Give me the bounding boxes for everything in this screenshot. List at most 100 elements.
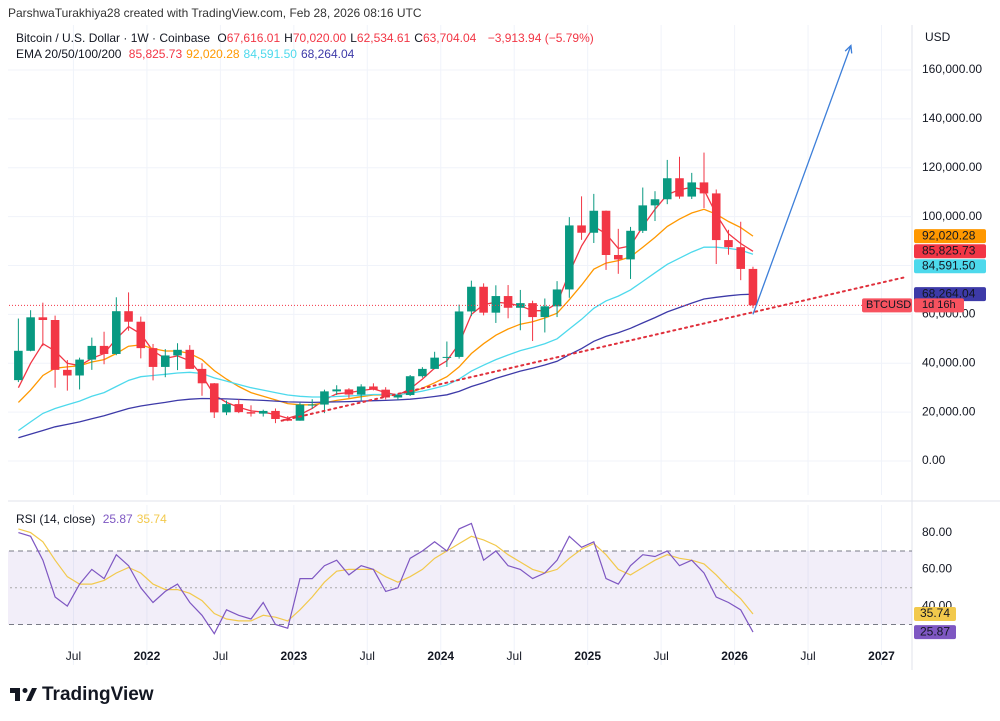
y-tick-label: 40,000.00 bbox=[922, 355, 976, 369]
candle-body bbox=[687, 182, 697, 197]
ema-line bbox=[18, 246, 754, 432]
candle-body bbox=[160, 355, 170, 367]
candle-body bbox=[271, 410, 280, 419]
ohlc-label: L bbox=[350, 31, 357, 45]
x-tick-label: 2022 bbox=[134, 649, 161, 663]
candle-body bbox=[516, 303, 525, 308]
symbol-label: BTCUSD bbox=[866, 299, 911, 311]
candle-body bbox=[711, 193, 721, 241]
candle-body bbox=[234, 404, 244, 413]
candle-body bbox=[148, 348, 158, 367]
price-label-box bbox=[914, 229, 986, 244]
candle-body bbox=[748, 268, 758, 306]
axis-label: USD bbox=[925, 30, 951, 44]
candle-body bbox=[63, 369, 72, 376]
candle-body bbox=[75, 359, 84, 376]
candle-body bbox=[540, 306, 550, 318]
rsi-legend: RSI (14, close) 25.87 35.74 bbox=[16, 512, 175, 526]
ohlc-value: 67,616.01 bbox=[226, 31, 281, 45]
candle-body bbox=[112, 311, 121, 354]
candle-body bbox=[332, 389, 341, 392]
countdown-box bbox=[914, 298, 964, 313]
x-tick-label: Jul bbox=[66, 649, 81, 663]
rsi-label-box bbox=[914, 606, 956, 621]
rsi-line bbox=[18, 528, 754, 622]
ohlc-value: 63,704.04 bbox=[422, 31, 477, 45]
price-label: 68,264.04 bbox=[922, 286, 976, 300]
candle-body bbox=[246, 412, 256, 414]
x-tick-label: Jul bbox=[213, 649, 228, 663]
arrow-head bbox=[844, 44, 853, 54]
y-tick-label: 100,000.00 bbox=[922, 209, 982, 223]
x-tick-label: 2026 bbox=[721, 649, 748, 663]
symbol-box bbox=[862, 298, 912, 313]
candle-body bbox=[87, 345, 97, 360]
candle-body bbox=[38, 317, 48, 321]
candle-body bbox=[736, 247, 746, 269]
indicator-title: EMA 20/50/100/200 bbox=[16, 47, 122, 61]
candle-body bbox=[258, 410, 268, 414]
candle-body bbox=[136, 321, 146, 349]
candle-body bbox=[479, 286, 488, 313]
y-tick-label: 0.00 bbox=[922, 453, 946, 467]
y-tick-label: 160,000.00 bbox=[922, 62, 982, 76]
symbol-legend: Bitcoin / U.S. Dollar · 1W · Coinbase O6… bbox=[16, 31, 598, 45]
candle-body bbox=[638, 205, 648, 231]
ohlc-value: 62,534.61 bbox=[356, 31, 411, 45]
candle-body bbox=[699, 182, 709, 194]
rsi-values: 25.87 35.74 bbox=[103, 512, 171, 526]
candle-body bbox=[405, 376, 415, 396]
rsi-label-box bbox=[914, 625, 956, 640]
rsi-pane bbox=[8, 505, 912, 665]
candle-body bbox=[577, 225, 586, 233]
rsi-label: 25.87 bbox=[920, 624, 950, 638]
candle-body bbox=[589, 210, 599, 233]
x-tick-label: Jul bbox=[507, 649, 522, 663]
candle-body bbox=[209, 383, 219, 413]
trendline bbox=[280, 275, 907, 422]
price-pane bbox=[8, 25, 912, 495]
x-tick-label: 2027 bbox=[868, 649, 895, 663]
candle-body bbox=[491, 296, 501, 313]
candle-body bbox=[724, 240, 733, 248]
countdown-label: 1d 16h bbox=[922, 299, 956, 311]
candle-body bbox=[369, 386, 378, 390]
rsi-value: 35.74 bbox=[136, 512, 167, 526]
price-label-box bbox=[914, 287, 986, 302]
ohlc-label: H bbox=[284, 31, 293, 45]
ema-value: 68,264.04 bbox=[300, 47, 355, 61]
logo-icon bbox=[22, 688, 28, 693]
change: −3,913.94 (−5.79%) bbox=[487, 31, 594, 45]
price-label: 84,591.50 bbox=[922, 258, 976, 272]
symbol-title: Bitcoin / U.S. Dollar · 1W · Coinbase bbox=[16, 31, 211, 45]
candle-body bbox=[442, 356, 452, 358]
y-tick-label: 20,000.00 bbox=[922, 404, 976, 418]
candle-body bbox=[675, 178, 684, 197]
ohlc-value: 70,020.00 bbox=[292, 31, 347, 45]
rsi-tick-label: 80.00 bbox=[922, 525, 952, 539]
x-tick-label: 2024 bbox=[427, 649, 454, 663]
logo-text: TradingView bbox=[42, 684, 154, 705]
candle-body bbox=[467, 286, 476, 312]
rsi-label: 35.74 bbox=[920, 606, 950, 620]
candle-body bbox=[26, 317, 35, 351]
candle-body bbox=[393, 395, 403, 398]
logo-icon bbox=[26, 688, 37, 701]
rsi-line bbox=[18, 522, 754, 635]
candle-body bbox=[381, 389, 390, 398]
ema-values: 85,825.73 92,020.28 84,591.50 68,264.04 bbox=[129, 47, 359, 61]
logo: TradingView bbox=[10, 684, 154, 705]
y-tick-label: 140,000.00 bbox=[922, 111, 982, 125]
candle-body bbox=[552, 289, 562, 307]
ema-line bbox=[18, 293, 754, 439]
rsi-tick-label: 60.00 bbox=[922, 562, 952, 576]
candle-body bbox=[185, 349, 195, 369]
rsi-value: 25.87 bbox=[102, 512, 133, 526]
candle-body bbox=[662, 178, 672, 200]
price-label-box bbox=[914, 259, 986, 274]
rsi-title: RSI (14, close) bbox=[16, 512, 96, 526]
candle-body bbox=[344, 389, 354, 395]
x-tick-label: 2025 bbox=[574, 649, 601, 663]
ema-legend: EMA 20/50/100/200 85,825.73 92,020.28 84,5… bbox=[16, 47, 362, 61]
candle-body bbox=[601, 210, 611, 255]
